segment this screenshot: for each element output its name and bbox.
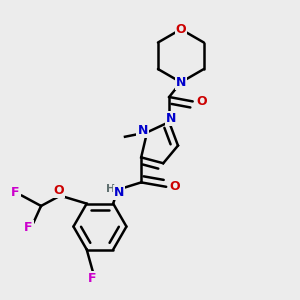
Text: N: N xyxy=(166,112,177,125)
Text: O: O xyxy=(176,23,186,36)
Text: O: O xyxy=(169,180,180,193)
Text: N: N xyxy=(114,186,124,199)
Text: N: N xyxy=(176,76,186,89)
Text: F: F xyxy=(88,272,97,285)
Text: O: O xyxy=(53,184,64,197)
Text: F: F xyxy=(11,186,20,199)
Text: H: H xyxy=(106,184,115,194)
Text: F: F xyxy=(24,221,33,234)
Text: N: N xyxy=(137,124,148,137)
Text: O: O xyxy=(196,95,207,108)
